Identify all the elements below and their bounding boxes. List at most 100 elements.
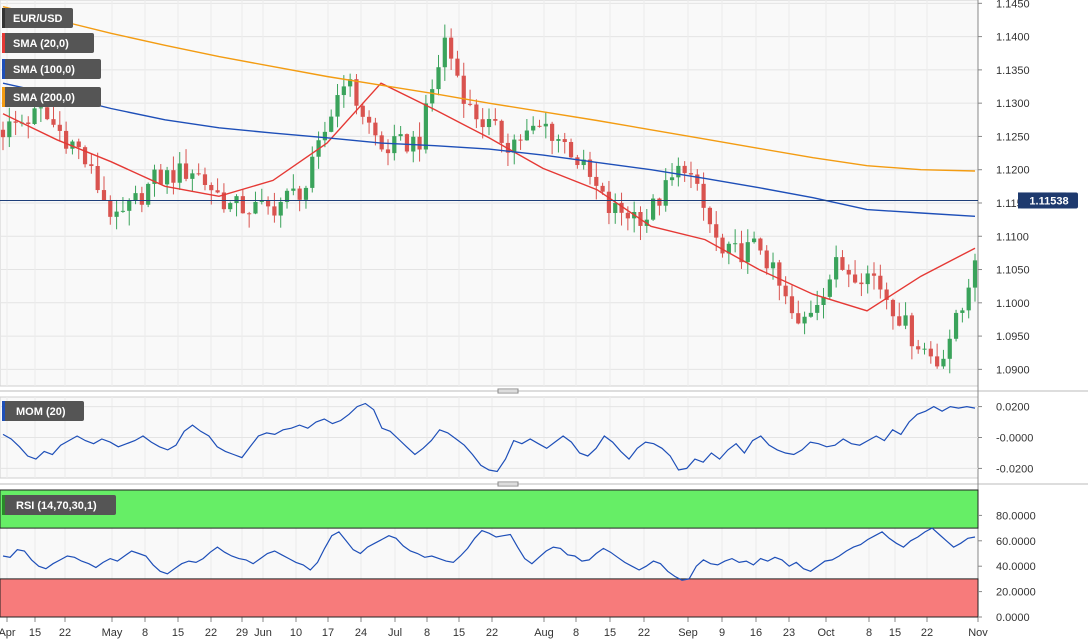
candle-body: [392, 136, 397, 154]
x-tick-label: 24: [355, 627, 367, 639]
candle-body: [253, 201, 258, 214]
candle-body: [493, 119, 498, 121]
resize-handle-icon[interactable]: [497, 481, 519, 487]
x-tick-label: 22: [921, 627, 933, 639]
candle-body: [751, 238, 757, 243]
legend-chip[interactable]: [2, 8, 73, 28]
candle-body: [114, 211, 119, 217]
x-tick-label: 22: [638, 627, 650, 639]
candle-body: [834, 257, 839, 280]
candle-body: [916, 346, 921, 350]
y-tick-label: 1.0950: [996, 331, 1030, 343]
candle-body: [827, 279, 832, 297]
candle-body: [669, 177, 675, 181]
candle-body: [928, 348, 933, 357]
candle-body: [884, 289, 889, 300]
candle-body: [133, 193, 138, 201]
y-tick-label: -0.0200: [996, 463, 1033, 475]
candle-body: [733, 243, 738, 245]
x-tick-label: 23: [783, 627, 795, 639]
candle-body: [701, 183, 706, 208]
x-tick-label: Aug: [534, 627, 554, 639]
candle-body: [467, 103, 473, 105]
candle-body: [13, 121, 18, 123]
sma-line: [2, 82, 976, 217]
candle-body: [51, 119, 56, 125]
candle-body: [436, 67, 441, 90]
candle-body: [909, 315, 914, 347]
candle-body: [846, 269, 851, 275]
x-tick-label: 8: [142, 627, 148, 639]
candle-body: [38, 107, 43, 109]
candle-body: [57, 124, 62, 131]
candle-body: [190, 173, 195, 179]
candle-body: [165, 170, 170, 185]
y-tick-label: 1.1250: [996, 131, 1030, 143]
legend-chip[interactable]: [2, 495, 116, 515]
candle-body: [512, 139, 517, 153]
candle-body: [449, 37, 454, 59]
rsi-line: [2, 527, 976, 581]
last-price-badge: [1020, 192, 1078, 209]
candle-body: [152, 169, 157, 184]
y-tick-label: 0.0200: [996, 402, 1030, 414]
candle-body: [562, 139, 567, 143]
overbought-zone: [0, 489, 979, 529]
candle-body: [865, 273, 870, 285]
legend-chip[interactable]: [2, 87, 101, 107]
candle-body: [726, 243, 731, 254]
legend-chip[interactable]: [2, 401, 84, 421]
candle-body: [587, 159, 593, 177]
price-panel-bg: [0, 0, 979, 387]
y-tick-label: 1.1350: [996, 65, 1030, 77]
candle-body: [840, 257, 845, 270]
candle-body: [89, 164, 94, 167]
candle-body: [171, 170, 176, 183]
candle-body: [202, 174, 208, 185]
y-tick-label: 1.0900: [996, 364, 1030, 376]
resize-handle-icon[interactable]: [497, 388, 519, 394]
y-tick-label: -0.0000: [996, 433, 1033, 445]
candle-body: [45, 107, 50, 120]
candle-body: [442, 37, 447, 68]
x-tick-label: 15: [604, 627, 616, 639]
y-tick-label: 60.0000: [996, 536, 1036, 548]
candle-body: [272, 206, 277, 216]
candle-body: [379, 135, 384, 150]
candle-body: [903, 315, 908, 326]
candle-body: [764, 250, 769, 269]
legend-chip[interactable]: [2, 59, 101, 79]
x-tick-label: 16: [750, 627, 762, 639]
candle-body: [802, 316, 807, 324]
candle-body: [265, 200, 271, 207]
candle-body: [183, 163, 189, 179]
candle-body: [739, 243, 744, 263]
candle-body: [878, 275, 883, 290]
candle-body: [783, 285, 788, 297]
candle-body: [32, 108, 37, 124]
candle-body: [120, 210, 126, 212]
candle-body: [499, 120, 504, 143]
x-tick-label: 15: [889, 627, 901, 639]
x-tick-label: 15: [172, 627, 184, 639]
candle-body: [871, 273, 877, 276]
candle-body: [70, 141, 75, 149]
sma-line: [2, 82, 976, 312]
sma-line: [2, 6, 976, 172]
candle-body: [789, 296, 795, 314]
legend-label: RSI (14,70,30,1): [16, 500, 97, 512]
candle-body: [158, 169, 163, 185]
candle-body: [348, 79, 353, 87]
candle-body: [758, 238, 763, 251]
oversold-zone: [0, 578, 979, 618]
candle-body: [600, 185, 605, 192]
candle-body: [550, 123, 555, 141]
candle-body: [821, 296, 826, 305]
candle-body: [322, 131, 327, 141]
x-tick-label: 17: [322, 627, 334, 639]
candle-body: [228, 203, 233, 210]
legend-chip[interactable]: [2, 33, 94, 53]
candle-body: [303, 187, 309, 200]
